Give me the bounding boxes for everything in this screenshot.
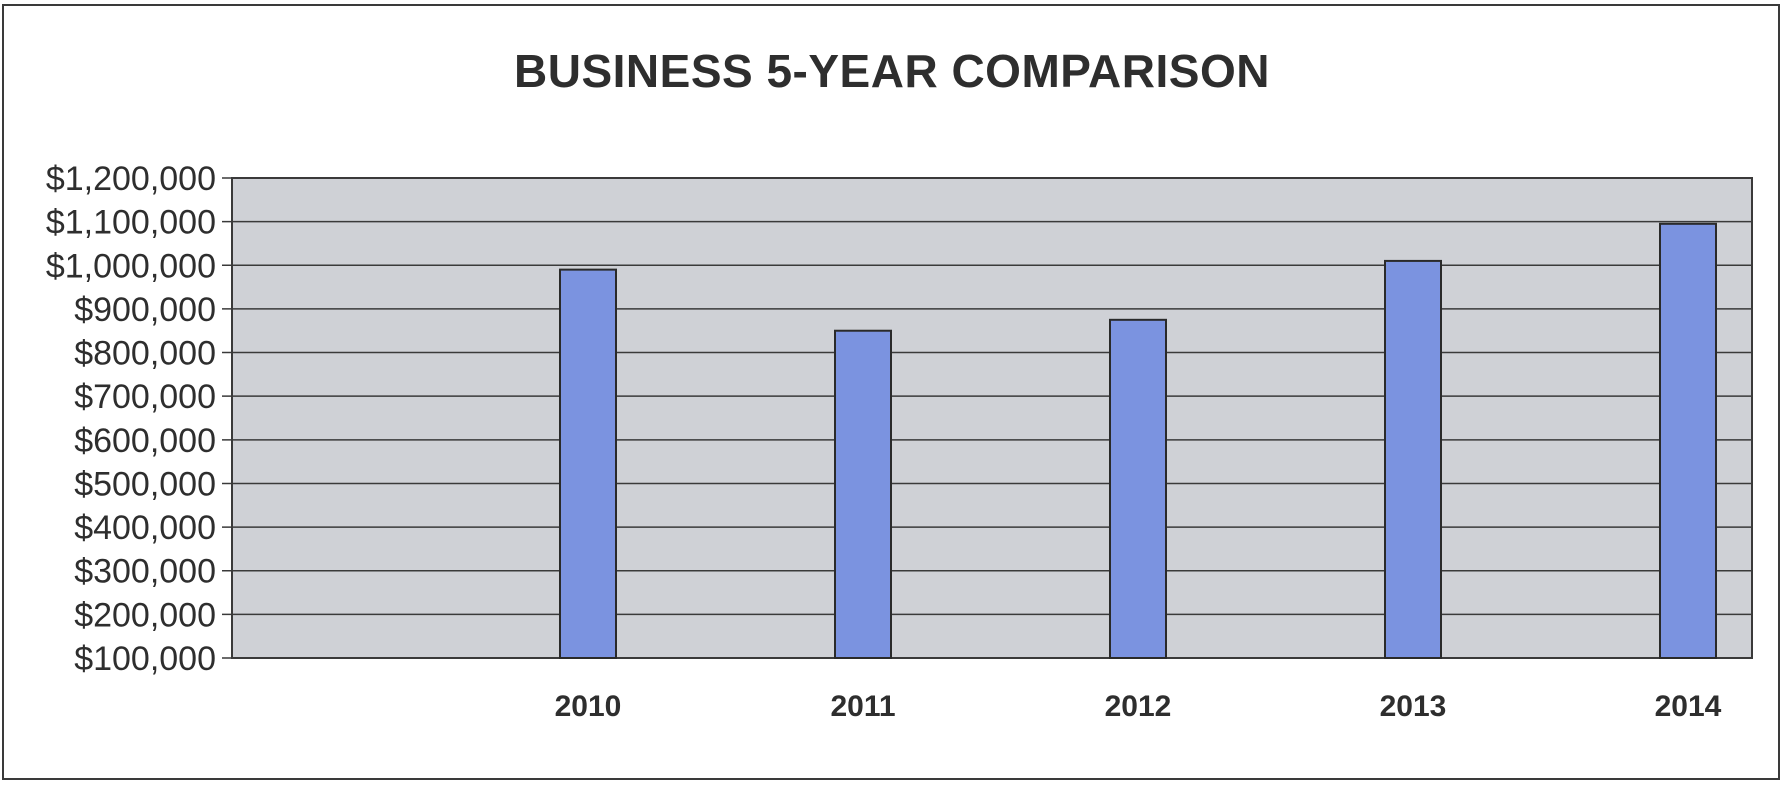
- y-tick-label: $1,100,000: [46, 204, 216, 242]
- y-tick-label: $600,000: [74, 422, 216, 460]
- y-tick-label: $400,000: [74, 509, 216, 547]
- bar-2012: [1109, 318, 1167, 659]
- bar-2011: [834, 329, 892, 659]
- bar-2013: [1384, 259, 1442, 659]
- y-tick-label: $1,200,000: [46, 160, 216, 198]
- x-tick-label: 2013: [1380, 690, 1447, 723]
- y-tick-label: $500,000: [74, 465, 216, 503]
- x-tick-label: 2011: [830, 690, 895, 723]
- x-tick-label: 2014: [1655, 690, 1722, 723]
- chart-title: BUSINESS 5-YEAR COMPARISON: [514, 45, 1270, 97]
- x-axis: 2010 2011 2012 2013 2014: [555, 690, 1722, 723]
- x-tick-label: 2012: [1105, 690, 1172, 723]
- y-tick-label: $100,000: [74, 640, 216, 678]
- y-tick-label: $800,000: [74, 335, 216, 373]
- plot-area: [231, 177, 1753, 659]
- y-tick-label: $1,000,000: [46, 247, 216, 285]
- bars: [559, 222, 1717, 659]
- bar-2010: [559, 268, 617, 659]
- y-tick-label: $200,000: [74, 596, 216, 634]
- y-axis: $100,000 $200,000 $300,000 $400,000 $500,000…: [46, 160, 216, 678]
- y-tick-label: $900,000: [74, 291, 216, 329]
- x-tick-label: 2010: [555, 690, 622, 723]
- y-tick-label: $700,000: [74, 378, 216, 416]
- bar-2014: [1659, 222, 1717, 659]
- y-tick-label: $300,000: [74, 553, 216, 591]
- grid-lines: [222, 177, 1752, 659]
